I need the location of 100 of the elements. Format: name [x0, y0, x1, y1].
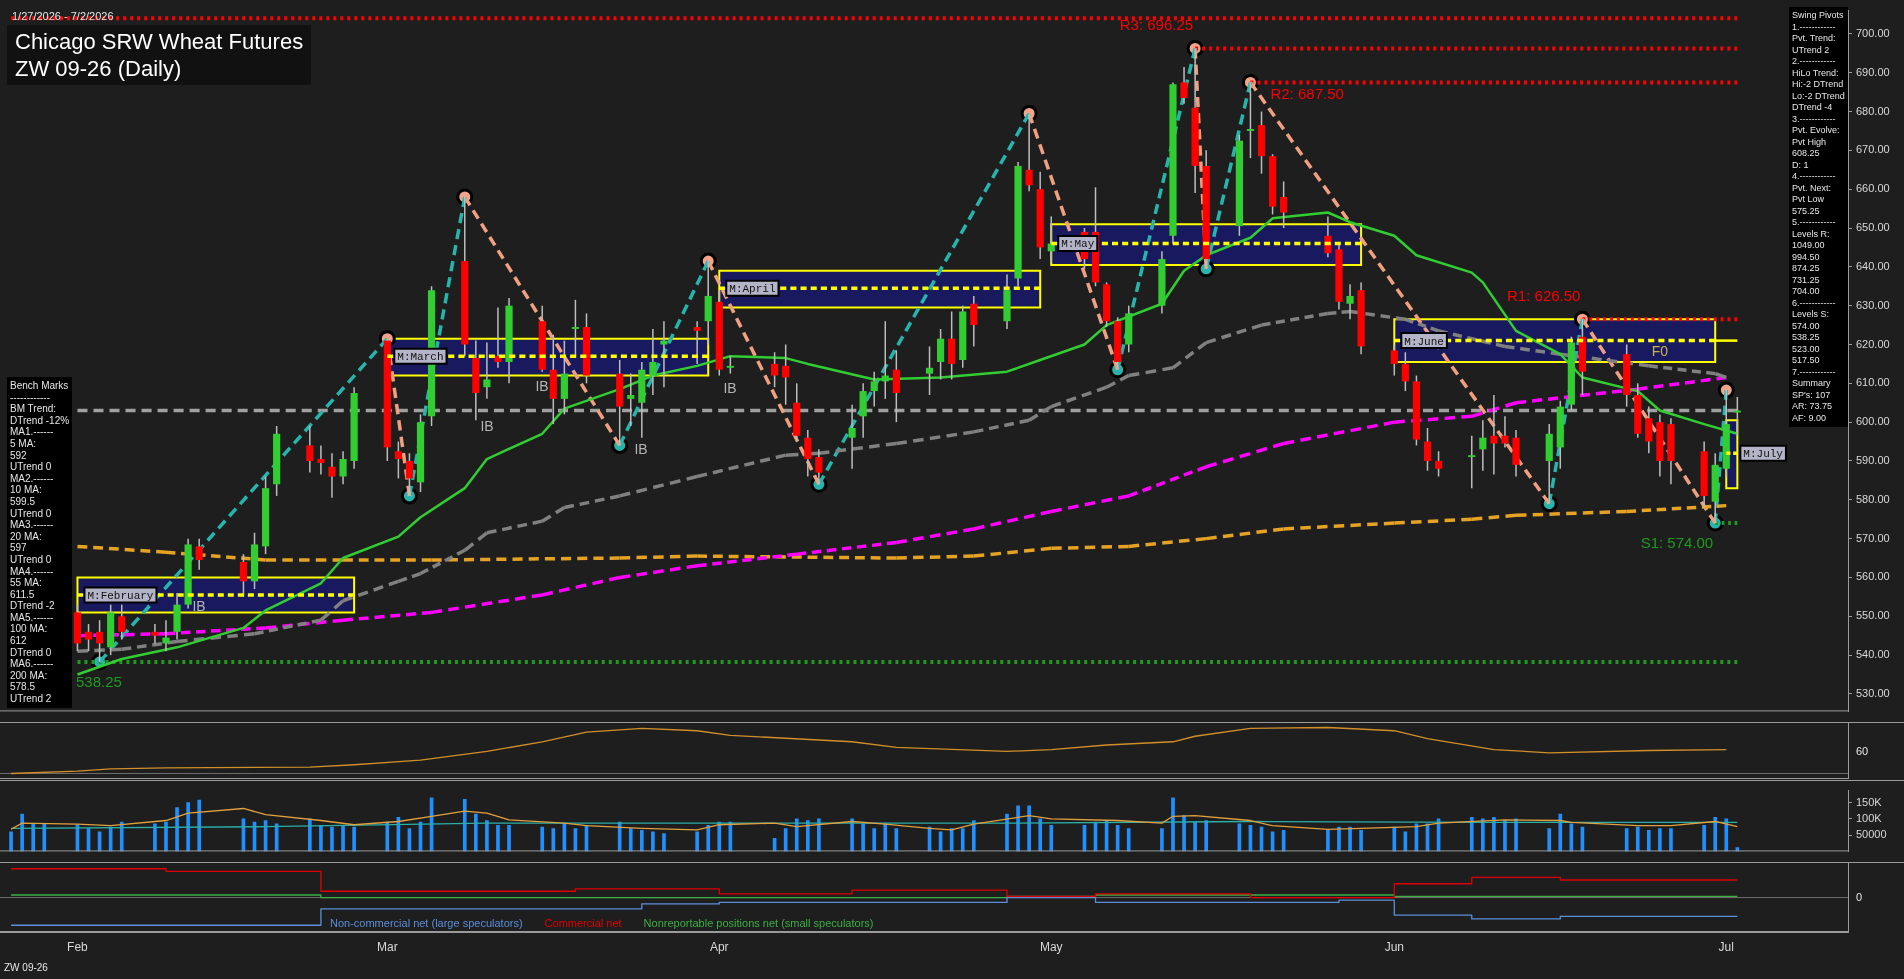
bar [662, 833, 666, 852]
bar [971, 820, 976, 852]
candlestick [649, 328, 657, 395]
x-tick-label: Apr [709, 939, 729, 954]
x-tick-label: Feb [67, 939, 89, 954]
y-tick-label: 550.00 [1856, 609, 1890, 622]
y-tick-label: 590.00 [1856, 454, 1890, 467]
bar [783, 828, 788, 852]
bar [872, 828, 877, 852]
candlestick [328, 453, 336, 498]
text: Swing Pivots 1.------------ Pvt. Trend: UTrend 2 2.------------ HiLo Trend: Hi:-2 DTrend Lo:-2 DTrend DTrend -4 3.------------ Pvt. Evolve: Pvt High 608.25 D: 1 4.------------ Pvt. Next: Pvt Low 575.25 5.------------ Levels R: 1049.00 994.50 874.25 731.25 704.00 6.------------ Levels S: 574.00 538.25 523.00 517.50 7.------------ Summary SP's: 107 AR: 73.75 AF: 9.00 [1792, 10, 1845, 423]
bar [319, 825, 323, 852]
bar [485, 820, 489, 852]
y-tick-label: 680.00 [1856, 104, 1890, 117]
bar [1337, 826, 1341, 852]
bar [1005, 813, 1009, 852]
bar [1193, 821, 1197, 852]
series-label: 538.25 [76, 672, 122, 690]
bar [861, 823, 865, 852]
x-tick-label: Jul [1718, 939, 1734, 954]
bar [153, 823, 157, 852]
bar [1016, 805, 1020, 852]
bar [805, 820, 810, 852]
series-label: M:March [397, 351, 444, 364]
bar [1204, 820, 1209, 852]
candlestick [627, 373, 635, 427]
bar [1359, 829, 1363, 852]
series-label: R2: 687.50 [1270, 85, 1344, 103]
bar [1326, 829, 1330, 852]
bar [1713, 816, 1718, 852]
bar [551, 828, 556, 852]
annotation: IB [634, 441, 648, 457]
y-tick-label: 580.00 [1856, 492, 1890, 505]
y-tick-label: 660.00 [1856, 182, 1890, 195]
bar [186, 802, 190, 852]
annotation: IB [535, 378, 549, 394]
y-tick-label: 540.00 [1856, 648, 1890, 661]
candlestick [704, 261, 712, 345]
bar [496, 825, 500, 852]
y-tick-label: 570.00 [1856, 531, 1890, 544]
series-label: Non-commercial net (large speculators) [330, 917, 523, 930]
series-label: R3: 696.25 [1119, 16, 1194, 34]
candlestick [162, 620, 170, 652]
annotation: IB [723, 380, 737, 396]
y-tick-label: 650.00 [1856, 221, 1890, 234]
bar [706, 825, 711, 852]
bar [883, 823, 888, 852]
bar [352, 826, 356, 852]
bar [1646, 829, 1651, 852]
y-tick-label: 690.00 [1856, 65, 1890, 78]
y-tick-label: 560.00 [1856, 570, 1890, 583]
bar [1492, 816, 1496, 852]
y-tick-label: 600.00 [1856, 415, 1890, 428]
bar [119, 821, 124, 852]
bar [308, 818, 312, 852]
bar [1027, 805, 1031, 852]
y-tick-label: 50000 [1856, 828, 1887, 841]
y-tick-label: 530.00 [1856, 686, 1890, 699]
candlestick [1468, 435, 1476, 489]
candlestick [1346, 284, 1354, 320]
series-label: M:July [1743, 448, 1784, 461]
bar [1049, 825, 1054, 852]
series-label: S1: 574.00 [1640, 533, 1714, 551]
y-tick-label: 620.00 [1856, 337, 1890, 350]
y-tick-label: 670.00 [1856, 143, 1890, 156]
series-label: M:April [729, 283, 776, 296]
bar [1469, 816, 1474, 852]
bar [639, 829, 644, 852]
bar [695, 831, 699, 852]
bar [9, 831, 13, 852]
candlestick [870, 371, 878, 407]
bar [164, 821, 168, 852]
bar [462, 799, 467, 852]
bar [1558, 813, 1563, 852]
annotation: IB [192, 598, 206, 614]
series-label: M:June [1404, 335, 1444, 348]
text: 60 [1856, 745, 1869, 758]
bar [1038, 818, 1043, 852]
candlestick [151, 624, 159, 644]
bar [960, 828, 965, 852]
bar [31, 823, 36, 852]
x-tick-label: Mar [376, 939, 398, 954]
bar [474, 813, 478, 852]
bar [1392, 826, 1397, 852]
bar [20, 813, 24, 852]
bar [540, 826, 545, 852]
x-tick-label: Jun [1384, 939, 1404, 954]
candlestick [848, 404, 856, 469]
bar [1724, 818, 1729, 852]
bar [850, 818, 854, 852]
bar [385, 821, 390, 852]
candlestick [494, 307, 502, 368]
bar [1702, 825, 1706, 852]
bar [1547, 828, 1552, 852]
bar [1348, 826, 1352, 852]
candlestick [1501, 416, 1509, 448]
text: ZW 09-26 [4, 962, 48, 974]
bar [1624, 828, 1629, 852]
bar [1669, 828, 1673, 852]
y-tick-label: 610.00 [1856, 376, 1890, 389]
